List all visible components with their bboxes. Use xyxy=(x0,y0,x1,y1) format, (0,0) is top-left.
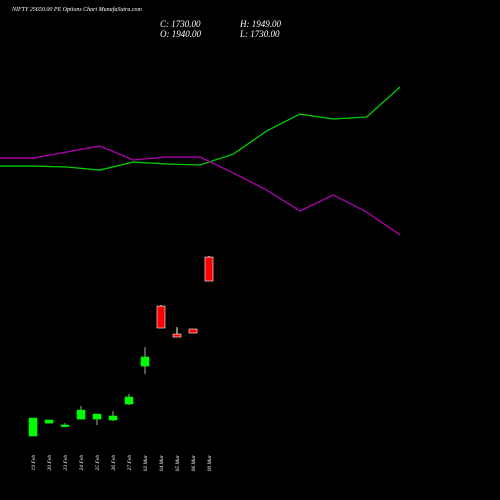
candle-body xyxy=(124,396,134,405)
x-tick-label: 09 Mar xyxy=(207,454,213,471)
candle-body xyxy=(92,413,102,420)
open-label: O: 1940.00 xyxy=(160,29,201,39)
x-tick-label: 04 Mar xyxy=(158,454,165,471)
close-label: C: 1730.00 xyxy=(160,19,201,29)
candle-body xyxy=(172,333,182,338)
candle-body xyxy=(76,409,86,420)
candle-body xyxy=(188,328,198,334)
x-tick-label: 27 Feb xyxy=(127,455,133,471)
x-tick-label: 20 Feb xyxy=(47,455,53,471)
x-tick-label: 25 Feb xyxy=(95,455,101,471)
candle-body xyxy=(108,415,118,421)
low-label: L: 1730.00 xyxy=(239,29,280,39)
x-tick-label: 06 Mar xyxy=(191,454,197,471)
candle-body xyxy=(60,424,70,427)
x-tick-label: 23 Feb xyxy=(63,455,69,471)
x-tick-label: 05 Mar xyxy=(175,454,181,471)
candle-body xyxy=(204,256,214,282)
high-label: H: 1949.00 xyxy=(239,19,281,29)
x-tick-label: 02 Mar xyxy=(143,454,149,471)
candle-body xyxy=(140,356,150,367)
x-tick-label: 26 Feb xyxy=(111,455,117,471)
indicator-line xyxy=(0,145,401,236)
indicator-line xyxy=(0,86,401,171)
candle-body xyxy=(156,305,166,329)
candle-body xyxy=(28,417,38,437)
x-tick-label: 24 Feb xyxy=(78,455,85,471)
chart-title: NIFTY 25650.00 PE Options Chart MunafaSu… xyxy=(11,6,143,13)
candle-body xyxy=(44,419,54,424)
x-tick-label: 19 Feb xyxy=(31,455,37,471)
